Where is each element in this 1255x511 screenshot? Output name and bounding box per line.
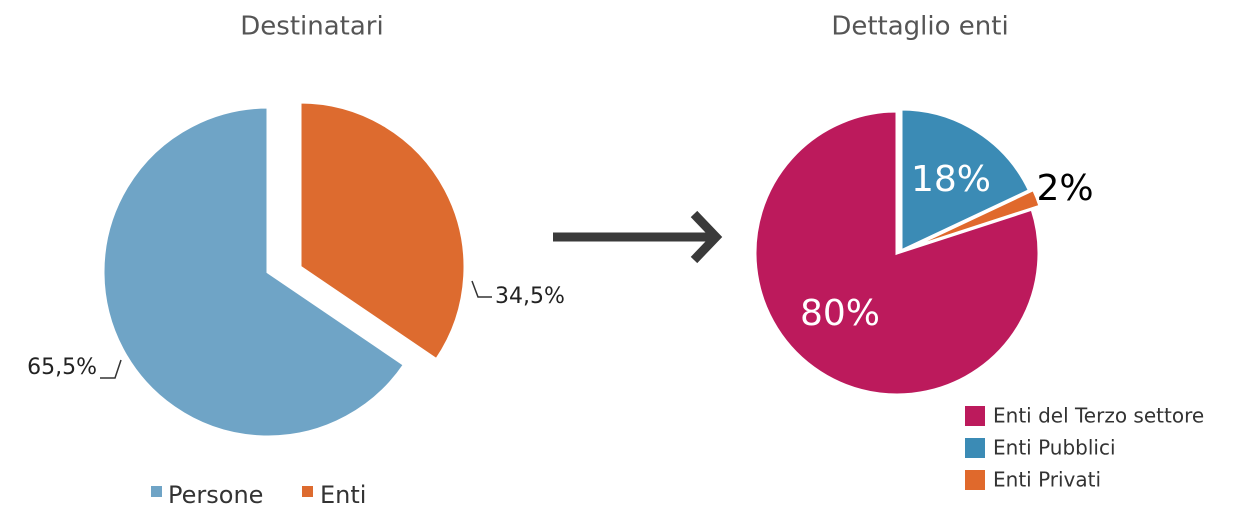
legend-swatch <box>302 486 313 497</box>
legend-swatch <box>965 438 985 458</box>
pie-slice <box>899 107 1032 254</box>
legend-swatch <box>965 470 985 490</box>
legend-label: Enti Pubblici <box>993 436 1116 460</box>
legend-swatch <box>151 486 162 497</box>
leader-lines <box>100 280 492 379</box>
data-label: 65,5% <box>27 355 97 380</box>
chart-title: Dettaglio enti <box>831 12 1008 42</box>
legend-label: Persone <box>168 481 263 509</box>
pie-slice <box>298 100 467 362</box>
data-label: 34,5% <box>495 284 565 309</box>
data-label: 80% <box>800 293 880 334</box>
data-label: 2% <box>1036 168 1093 209</box>
legend-label: Enti del Terzo settore <box>993 404 1204 428</box>
pie-slice <box>904 187 1042 252</box>
arrow <box>553 210 723 264</box>
legend-label: Enti Privati <box>993 468 1101 492</box>
pie-slice <box>101 105 407 439</box>
pie-slice <box>753 109 1041 397</box>
legend-swatch <box>965 406 985 426</box>
data-label: 18% <box>911 159 991 200</box>
chart-title: Destinatari <box>240 12 383 42</box>
legend-label: Enti <box>320 481 366 509</box>
